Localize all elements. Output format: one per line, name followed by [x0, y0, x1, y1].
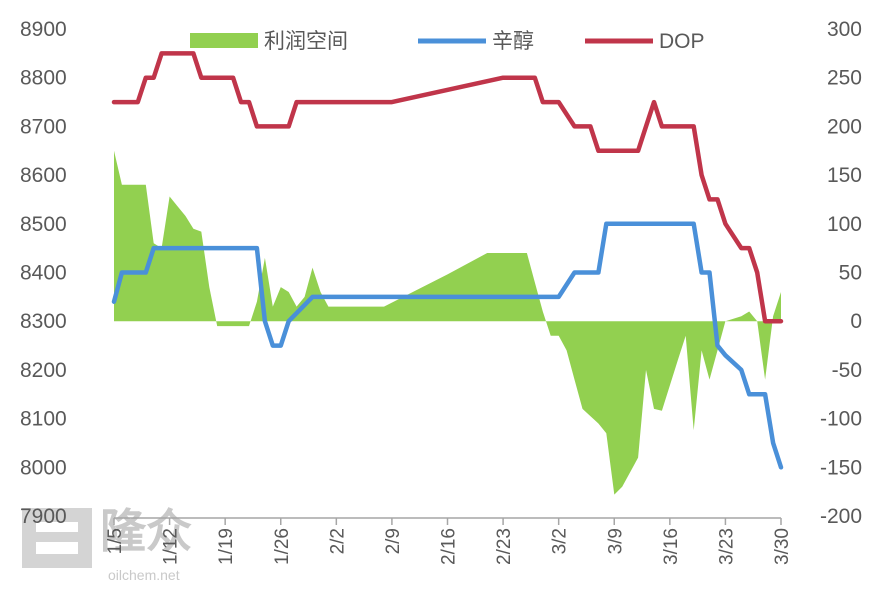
right-tick-label: 250	[827, 67, 862, 90]
x-tick-label: 1/5	[105, 528, 126, 554]
left-tick-label: 8300	[20, 310, 67, 333]
dop-line	[111, 51, 784, 324]
legend-label: DOP	[659, 30, 705, 53]
series-line-layer	[111, 51, 784, 470]
left-tick-label: 8500	[20, 213, 67, 236]
right-tick-label: 50	[839, 262, 862, 285]
profit-area	[114, 150, 781, 495]
x-axis: 1/5 1/12 1/19 1/26 2/2 2/9 2/16 2/23 3/2 3/9 3/16 3…	[105, 517, 793, 565]
right-tick-label: 150	[827, 164, 862, 187]
left-tick-label: 7900	[20, 505, 67, 528]
x-tick-label: 1/12	[161, 528, 182, 565]
watermark-brand: 隆众	[100, 504, 192, 558]
left-tick-label: 8600	[20, 164, 67, 187]
x-tick-label: 3/23	[716, 528, 737, 565]
legend-item-2: 辛醇	[418, 30, 534, 53]
profit-area-layer	[114, 150, 781, 495]
x-tick-label: 2/16	[439, 528, 460, 565]
right-tick-label: -200	[820, 505, 862, 528]
left-tick-label: 8800	[20, 67, 67, 90]
left-tick-label: 8100	[20, 408, 67, 431]
right-axis-ticks: -200 -150 -100 -50 0 50 100 150 200 250 300	[820, 18, 862, 528]
left-tick-label: 8900	[20, 18, 67, 41]
x-tick-label: 3/16	[661, 528, 682, 565]
legend-item-3: DOP	[585, 30, 705, 53]
right-tick-label: -50	[832, 359, 862, 382]
right-tick-label: 0	[850, 310, 862, 333]
x-tick-label: 1/26	[272, 528, 293, 565]
legend-swatch	[190, 33, 258, 48]
right-tick-label: 100	[827, 213, 862, 236]
x-tick-label: 2/9	[383, 528, 404, 554]
left-axis-ticks: 7900 8000 8100 8200 8300 8400 8500 8600 8700 8800…	[20, 18, 67, 528]
x-tick-label: 1/19	[216, 528, 237, 565]
x-tick-label: 3/9	[605, 528, 626, 554]
watermark-logo-icon	[22, 508, 92, 568]
legend-item-1: 利润空间	[190, 30, 348, 53]
left-tick-label: 8200	[20, 359, 67, 382]
x-tick-label: 3/2	[550, 528, 571, 554]
x-tick-label: 2/23	[494, 528, 515, 565]
legend-label: 利润空间	[264, 30, 348, 53]
right-tick-label: -150	[820, 456, 862, 479]
legend-label: 辛醇	[492, 30, 534, 53]
x-tick-label: 3/30	[772, 528, 793, 565]
right-tick-label: 200	[827, 115, 862, 138]
left-tick-label: 8400	[20, 262, 67, 285]
legend: 利润空间 辛醇 DOP	[190, 30, 705, 53]
right-tick-label: -100	[820, 408, 862, 431]
right-tick-label: 300	[827, 18, 862, 41]
x-tick-label: 2/2	[327, 528, 348, 554]
left-tick-label: 8700	[20, 115, 67, 138]
octanol-line	[111, 221, 784, 470]
watermark: 隆众 oilchem.net	[22, 504, 192, 583]
watermark-url: oilchem.net	[108, 567, 180, 583]
left-tick-label: 8000	[20, 456, 67, 479]
